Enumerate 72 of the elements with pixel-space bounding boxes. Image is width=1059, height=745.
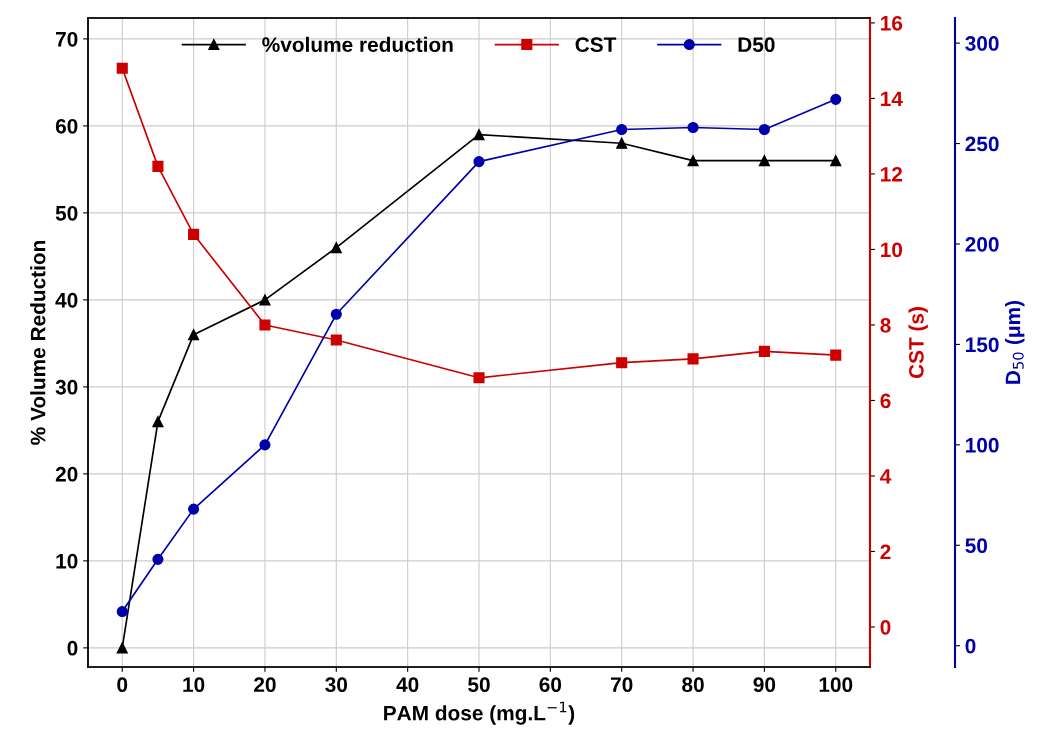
point	[116, 642, 128, 654]
y-tick-label: 0	[67, 640, 78, 656]
x-tick-label: 50	[468, 677, 490, 693]
point	[616, 357, 628, 369]
point	[830, 155, 842, 167]
point	[473, 372, 485, 384]
y-tick-label: 40	[55, 292, 78, 308]
y2-tick-label: 4	[880, 469, 892, 484]
y3-tick-label: 100	[966, 437, 999, 453]
y-axis-title: % Volume Reduction	[30, 240, 46, 445]
legend-label: %volume reduction	[262, 36, 453, 53]
point	[259, 294, 271, 306]
point	[259, 439, 271, 451]
legend-label: D50	[738, 37, 775, 53]
y3-axis-title: D$_{50}$ (μm)	[1005, 300, 1025, 384]
point	[152, 160, 164, 172]
y3-tick-label: 150	[966, 337, 999, 353]
point	[330, 242, 342, 254]
point	[116, 62, 128, 74]
x-tick-label: 100	[819, 677, 853, 693]
y-tick-label: 30	[55, 379, 78, 395]
y-tick-label: 10	[56, 553, 78, 569]
point	[687, 155, 699, 167]
y3-tick-label: 200	[965, 236, 999, 252]
y2-tick-label: 6	[880, 393, 891, 409]
y2-tick-label: 2	[880, 544, 891, 560]
y2-tick-label: 8	[880, 317, 891, 333]
y2-tick-label: 12	[881, 166, 903, 182]
point	[758, 123, 770, 136]
point	[259, 319, 271, 331]
point	[152, 416, 164, 428]
point	[188, 329, 200, 341]
point	[687, 121, 699, 134]
x-tick-label: 10	[183, 677, 205, 693]
point	[330, 334, 342, 346]
y2-axis-title: CST (s)	[908, 307, 928, 379]
y2-tick-label: 14	[881, 91, 903, 106]
y-tick-label: 50	[55, 205, 78, 221]
y-tick-label: 20	[55, 466, 78, 482]
x-tick-label: 60	[539, 677, 562, 693]
point	[473, 129, 485, 141]
point	[616, 123, 628, 136]
point	[188, 228, 200, 240]
point	[616, 137, 628, 149]
x-tick-label: 80	[682, 677, 704, 693]
point	[473, 156, 485, 168]
x-tick-label: 30	[325, 677, 348, 693]
point	[830, 349, 842, 361]
y3-tick-label: 300	[965, 36, 999, 51]
point	[330, 308, 342, 320]
y2-tick-label: 10	[881, 242, 903, 258]
x-tick-label: 70	[611, 677, 633, 693]
y3-tick-label: 0	[965, 638, 976, 654]
y3-tick-label: 50	[965, 538, 988, 554]
x-tick-label: 0	[117, 677, 128, 693]
x-tick-label: 20	[254, 677, 276, 693]
y2-tick-label: 16	[881, 15, 903, 31]
point	[116, 606, 128, 618]
x-tick-label: 90	[753, 677, 776, 693]
y2-tick-label: 0	[880, 619, 891, 635]
legend-label: CST	[575, 37, 617, 53]
point	[188, 503, 200, 515]
point	[758, 155, 770, 167]
x-tick-label: 40	[396, 677, 419, 693]
point	[758, 345, 770, 357]
point	[687, 353, 699, 365]
x-axis-title: PAM dose (mg.L$^{−1}$)	[384, 701, 575, 725]
y-tick-label: 70	[56, 31, 78, 47]
y-tick-label: 60	[55, 118, 78, 134]
y3-tick-label: 250	[965, 136, 999, 152]
point	[830, 93, 842, 105]
point	[152, 553, 164, 565]
